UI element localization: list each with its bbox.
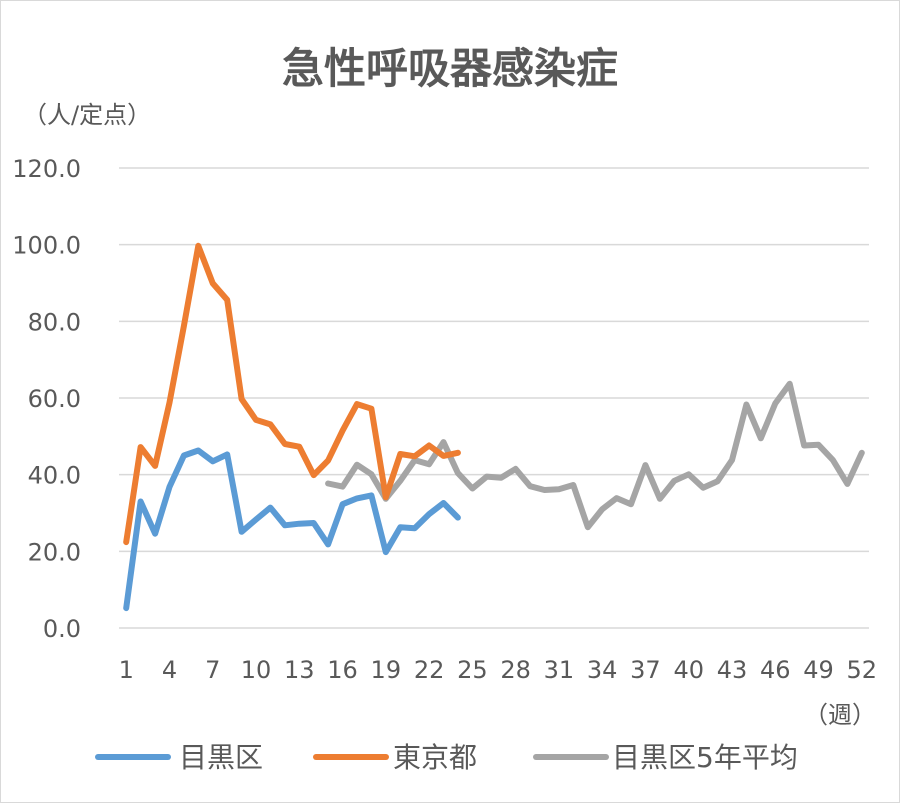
chart-title: 急性呼吸器感染症 — [282, 44, 618, 93]
series-line-1 — [123, 242, 461, 546]
x-tick-label: 13 — [284, 656, 315, 684]
y-tick-label: 100.0 — [12, 232, 81, 260]
legend: 目黒区 東京都 目黒区5年平均 — [95, 741, 798, 774]
y-tick-label: 20.0 — [28, 538, 81, 566]
x-tick-label: 10 — [241, 656, 272, 684]
x-tick-label: 16 — [327, 656, 358, 684]
y-tick-labels: 0.0 20.0 40.0 60.0 80.0 100.0 120.0 — [12, 155, 81, 643]
y-tick-label: 40.0 — [28, 462, 81, 490]
series-lines — [123, 242, 865, 612]
x-tick-label: 25 — [457, 656, 488, 684]
y-tick-label: 0.0 — [43, 615, 81, 643]
x-tick-label: 40 — [673, 656, 704, 684]
y-tick-label: 60.0 — [28, 385, 81, 413]
y-tick-label: 120.0 — [12, 155, 81, 183]
series-line-2 — [325, 380, 865, 531]
x-tick-label: 28 — [500, 656, 531, 684]
x-tick-label: 49 — [803, 656, 834, 684]
y-tick-label: 80.0 — [28, 308, 81, 336]
x-tick-label: 31 — [544, 656, 575, 684]
legend-label-2: 目黒区5年平均 — [612, 741, 798, 774]
x-tick-label: 37 — [630, 656, 661, 684]
x-tick-label: 1 — [119, 656, 134, 684]
x-axis-label: （週） — [804, 701, 876, 729]
series-line-0 — [123, 447, 461, 612]
legend-label-0: 目黒区 — [179, 741, 263, 774]
x-tick-labels: 1 4 7 10 13 16 19 22 25 28 31 34 37 40 43 46 49 52 — [119, 656, 877, 684]
x-tick-label: 34 — [587, 656, 618, 684]
x-tick-label: 4 — [162, 656, 177, 684]
x-tick-label: 19 — [371, 656, 402, 684]
x-tick-label: 46 — [760, 656, 791, 684]
y-axis-label: （人/定点） — [23, 101, 151, 129]
x-tick-label: 43 — [717, 656, 748, 684]
x-tick-label: 7 — [205, 656, 220, 684]
gridlines — [119, 167, 869, 629]
x-tick-label: 22 — [414, 656, 445, 684]
legend-label-1: 東京都 — [393, 741, 477, 774]
x-tick-label: 52 — [847, 656, 878, 684]
